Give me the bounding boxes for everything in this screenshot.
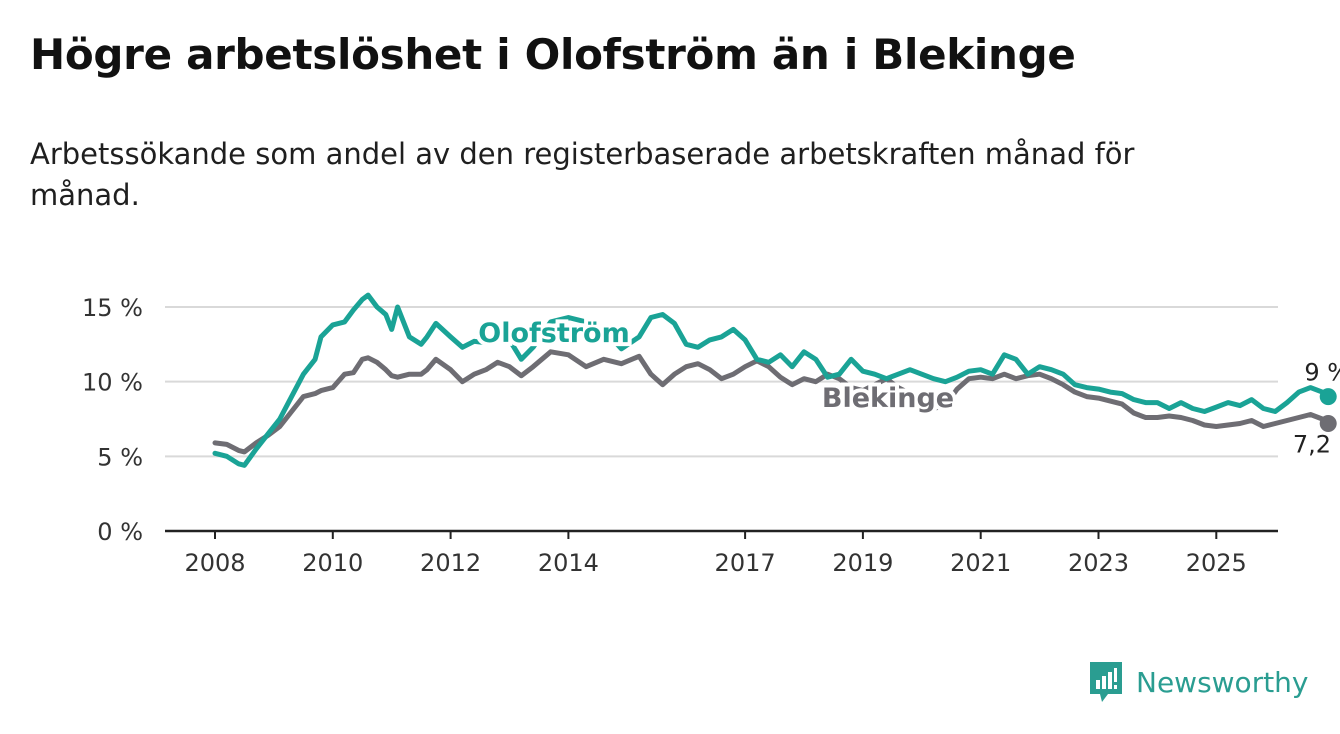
series-name-label: Olofström — [478, 318, 629, 349]
x-tick-label: 2014 — [538, 549, 599, 577]
series-line-1 — [212, 349, 1331, 455]
series-end-label: 9 % — [1304, 359, 1340, 387]
brand-logo: Newsworthy — [1088, 660, 1309, 704]
brand-name: Newsworthy — [1136, 665, 1309, 699]
line-chart: 0 % 5 % 10 % 15 % 2008 2010 2012 2014 2017 2019 20… — [82, 292, 1340, 577]
y-tick-label: 5 % — [97, 443, 143, 471]
x-tick-label: 2019 — [832, 549, 893, 577]
x-tick-label: 2008 — [184, 549, 245, 577]
y-tick-label: 0 % — [97, 518, 143, 546]
series-name-label: Blekinge — [822, 383, 954, 414]
x-tick-label: 2010 — [302, 549, 363, 577]
series-end-label: 7,2 % — [1293, 430, 1340, 458]
series-line-0 — [212, 292, 1331, 468]
series-end-point — [1319, 388, 1337, 406]
x-tick-label: 2025 — [1186, 549, 1247, 577]
x-tick-label: 2017 — [715, 549, 776, 577]
chart-title: Högre arbetslöshet i Olofström än i Blek… — [30, 30, 1076, 79]
series-end-point — [1319, 414, 1337, 432]
y-tick-label: 10 % — [82, 369, 143, 397]
y-tick-label: 15 % — [82, 294, 143, 322]
x-tick-label: 2012 — [420, 549, 481, 577]
chart-subtitle: Arbetssökande som andel av den registerb… — [30, 137, 1135, 212]
newsworthy-bar-chart-icon — [1090, 662, 1122, 702]
x-tick-label: 2021 — [950, 549, 1011, 577]
x-tick-label: 2023 — [1068, 549, 1129, 577]
